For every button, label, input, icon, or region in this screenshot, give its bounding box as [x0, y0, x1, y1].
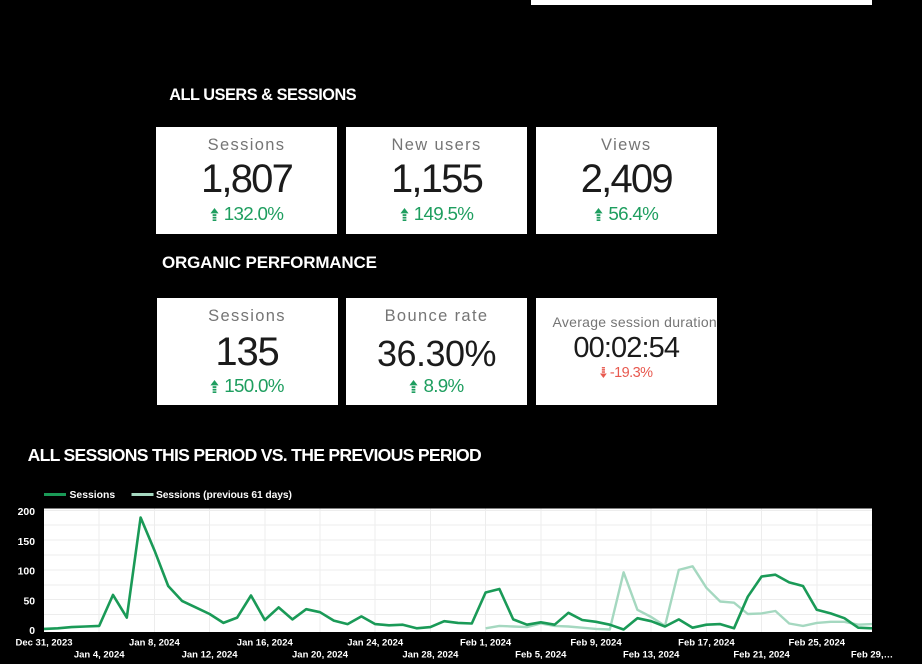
svg-text:0: 0 — [29, 626, 35, 637]
svg-text:Jan 24, 2024: Jan 24, 2024 — [347, 638, 404, 649]
svg-text:150: 150 — [18, 537, 36, 548]
svg-text:Jan 28, 2024: Jan 28, 2024 — [402, 650, 459, 661]
svg-text:Jan 12, 2024: Jan 12, 2024 — [182, 650, 239, 661]
svg-text:Feb 5, 2024: Feb 5, 2024 — [515, 650, 567, 661]
svg-text:Feb 17, 2024: Feb 17, 2024 — [678, 638, 735, 649]
svg-text:Feb 13, 2024: Feb 13, 2024 — [623, 650, 680, 661]
svg-text:Feb 1, 2024: Feb 1, 2024 — [460, 638, 512, 649]
svg-text:Jan 4, 2024: Jan 4, 2024 — [74, 650, 125, 661]
svg-text:Feb 25, 2024: Feb 25, 2024 — [789, 638, 846, 649]
svg-text:Sessions (previous 61 days): Sessions (previous 61 days) — [156, 490, 292, 501]
svg-text:200: 200 — [18, 507, 36, 518]
svg-text:Feb 29,…: Feb 29,… — [851, 650, 893, 661]
svg-text:Sessions: Sessions — [70, 490, 116, 501]
svg-text:Jan 16, 2024: Jan 16, 2024 — [237, 638, 294, 649]
svg-text:100: 100 — [18, 567, 36, 578]
svg-text:Feb 9, 2024: Feb 9, 2024 — [570, 638, 622, 649]
svg-text:Jan 8, 2024: Jan 8, 2024 — [129, 638, 180, 649]
svg-text:50: 50 — [23, 596, 35, 607]
svg-text:Jan 20, 2024: Jan 20, 2024 — [292, 650, 349, 661]
svg-text:Dec 31, 2023: Dec 31, 2023 — [15, 638, 72, 649]
svg-text:Feb 21, 2024: Feb 21, 2024 — [733, 650, 790, 661]
